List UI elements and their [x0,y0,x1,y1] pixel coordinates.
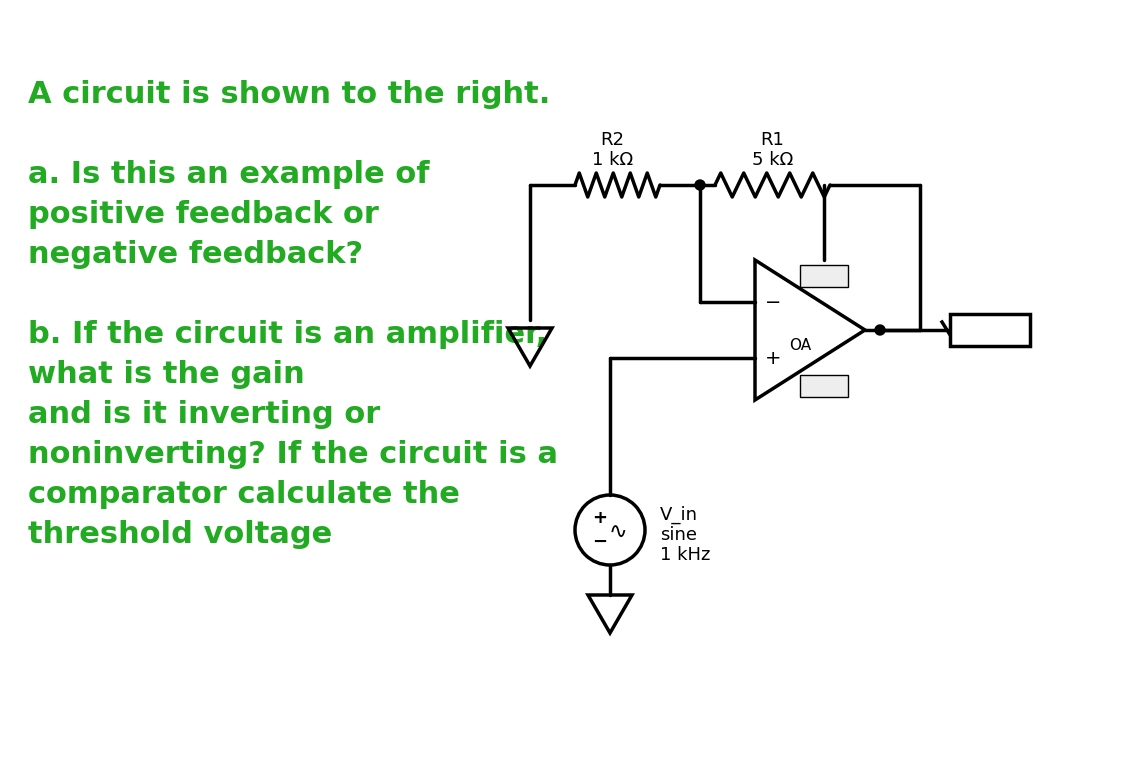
Text: V_out: V_out [969,322,1011,338]
Text: -12V: -12V [810,380,839,390]
Text: +: + [593,509,607,527]
Text: 1 kHz: 1 kHz [660,546,710,564]
Text: OA: OA [789,338,811,352]
Text: and is it inverting or: and is it inverting or [27,400,380,429]
Text: A circuit is shown to the right.: A circuit is shown to the right. [27,80,550,109]
Circle shape [696,180,705,190]
FancyBboxPatch shape [800,375,848,397]
Text: threshold voltage: threshold voltage [27,520,332,549]
Text: noninverting? If the circuit is a: noninverting? If the circuit is a [27,440,558,469]
Text: sine: sine [660,526,697,544]
Text: what is the gain: what is the gain [27,360,304,389]
Text: R2: R2 [601,131,625,149]
Text: comparator calculate the: comparator calculate the [27,480,460,509]
FancyBboxPatch shape [950,314,1030,346]
Text: +12V: +12V [808,270,841,280]
Text: 5 kΩ: 5 kΩ [752,151,793,169]
FancyBboxPatch shape [800,265,848,287]
Text: +: + [764,348,781,367]
Text: 1 kΩ: 1 kΩ [591,151,633,169]
Text: −: − [593,533,607,551]
Text: b. If the circuit is an amplifier,: b. If the circuit is an amplifier, [27,320,547,349]
Text: positive feedback or: positive feedback or [27,200,379,229]
Text: R1: R1 [761,131,785,149]
Text: a. Is this an example of: a. Is this an example of [27,160,429,189]
Text: negative feedback?: negative feedback? [27,240,363,269]
Text: ∿: ∿ [609,522,627,542]
Text: −: − [765,293,781,312]
Circle shape [875,325,885,335]
Text: V_in: V_in [660,506,698,524]
